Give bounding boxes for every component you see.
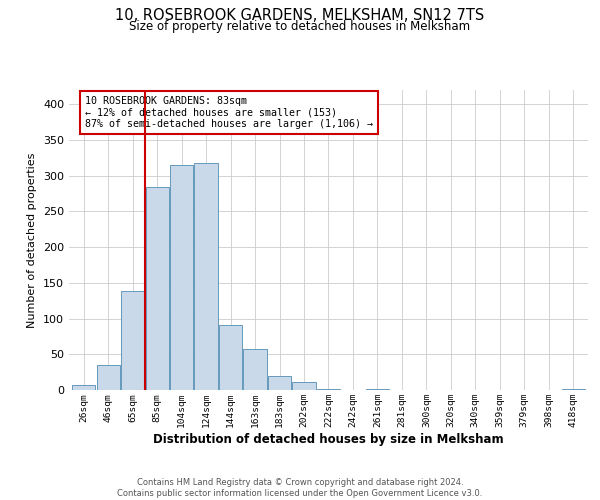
Bar [121,290,144,390]
Text: Size of property relative to detached houses in Melksham: Size of property relative to detached ho… [130,20,470,33]
Bar [72,385,95,390]
Bar [219,325,242,390]
Y-axis label: Number of detached properties: Number of detached properties [28,152,37,328]
Bar [194,163,218,390]
Text: 10 ROSEBROOK GARDENS: 83sqm
← 12% of detached houses are smaller (153)
87% of se: 10 ROSEBROOK GARDENS: 83sqm ← 12% of det… [85,96,373,129]
Text: 10, ROSEBROOK GARDENS, MELKSHAM, SN12 7TS: 10, ROSEBROOK GARDENS, MELKSHAM, SN12 7T… [115,8,485,22]
Bar [97,365,120,390]
Bar [562,388,585,390]
Bar [146,187,169,390]
Bar [268,376,291,390]
Bar [244,350,266,390]
Bar [292,382,316,390]
Bar [317,388,340,390]
Text: Contains HM Land Registry data © Crown copyright and database right 2024.
Contai: Contains HM Land Registry data © Crown c… [118,478,482,498]
Bar [170,165,193,390]
Text: Distribution of detached houses by size in Melksham: Distribution of detached houses by size … [154,432,504,446]
